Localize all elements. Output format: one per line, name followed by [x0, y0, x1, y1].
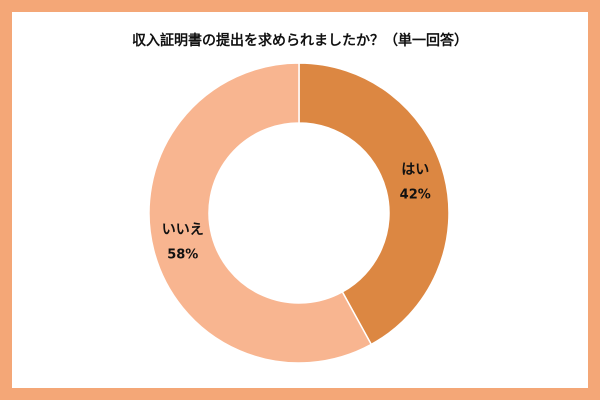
chart-title: 収入証明書の提出を求められましたか？（単一回答）	[132, 32, 468, 49]
donut-slice	[148, 62, 373, 364]
slice-label: はい	[401, 162, 429, 178]
slice-label: いいえ	[162, 222, 204, 238]
value-label: 42%	[400, 188, 431, 203]
value-label: 58%	[167, 247, 198, 262]
donut-slice	[298, 62, 450, 346]
